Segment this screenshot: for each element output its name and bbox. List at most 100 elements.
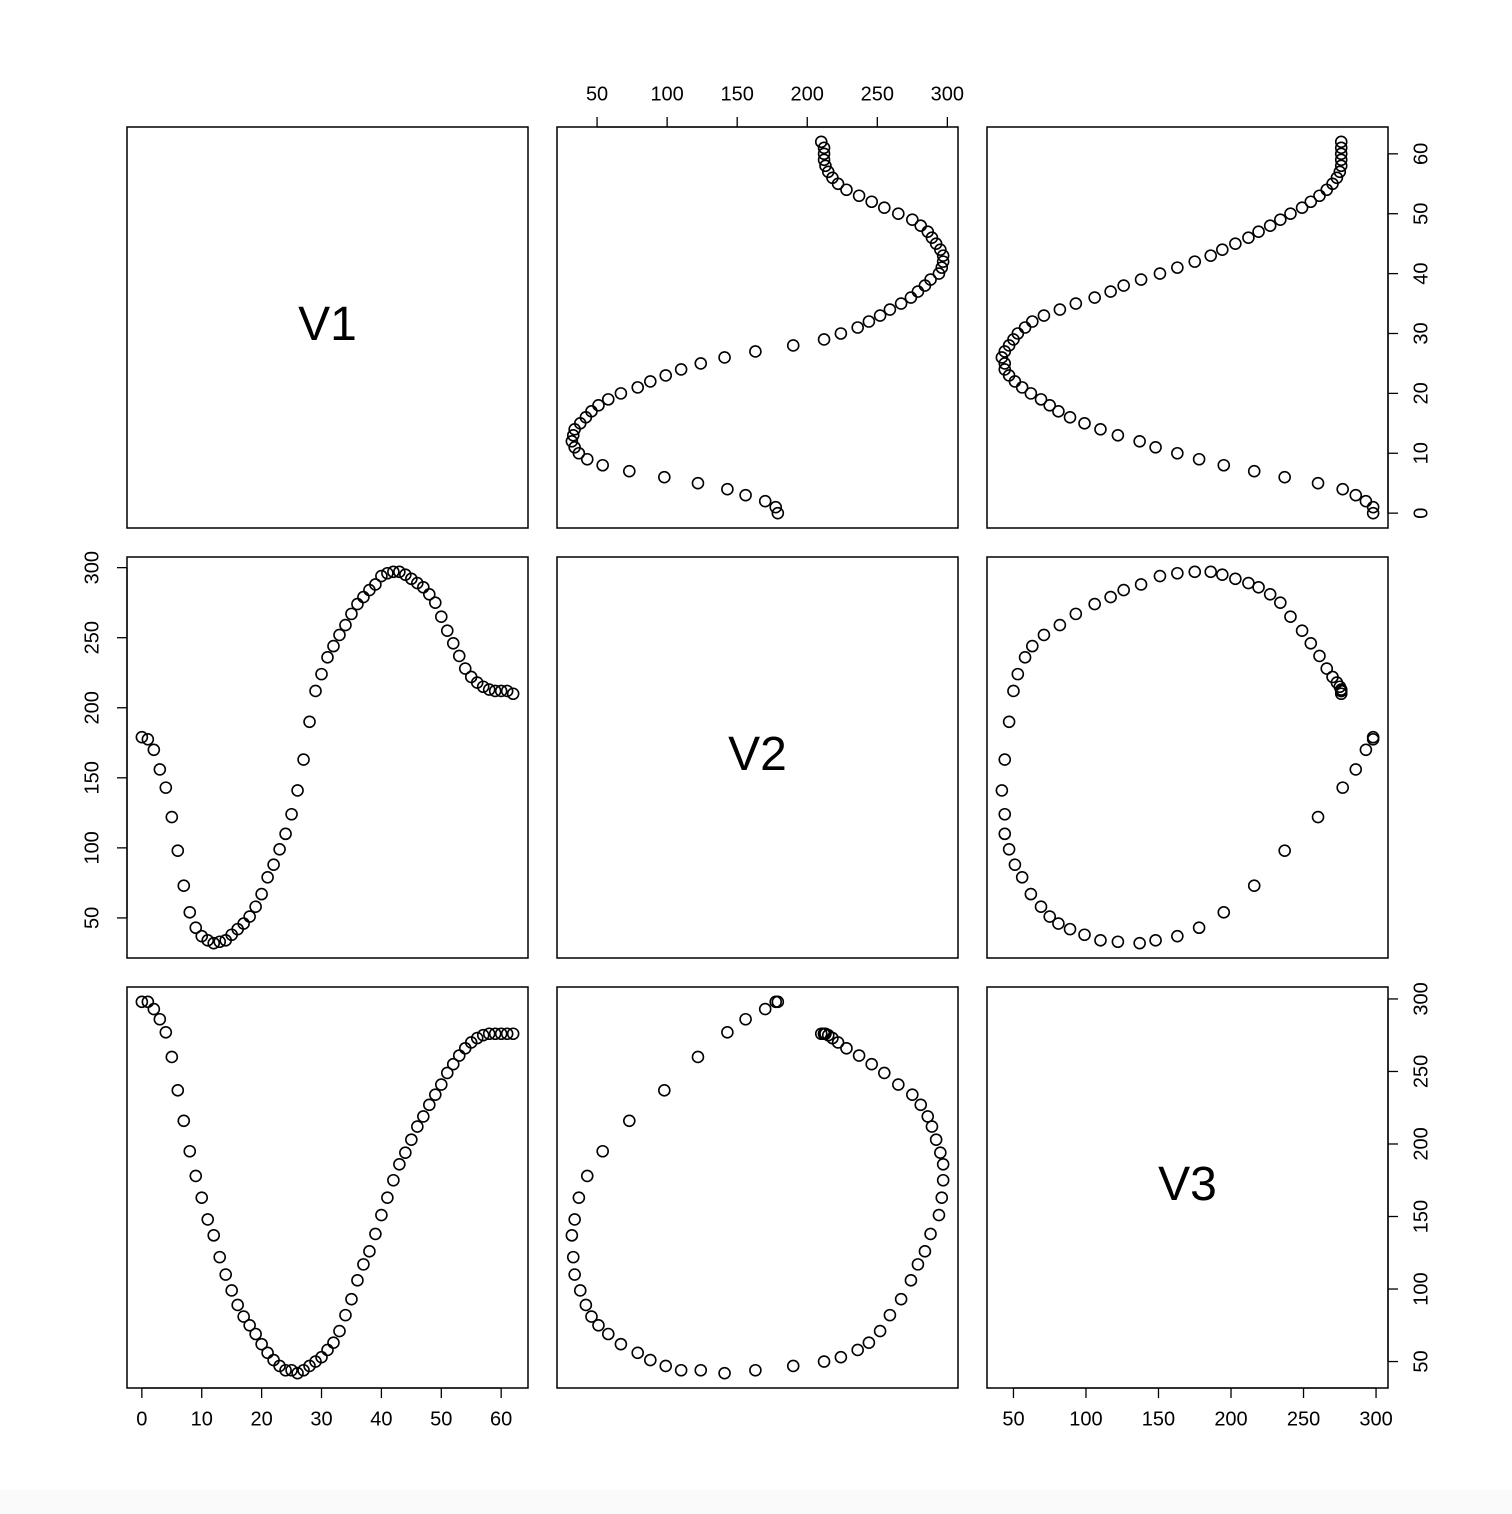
- point: [423, 1098, 436, 1112]
- point: [1349, 763, 1363, 776]
- point: [195, 1191, 209, 1204]
- point: [1026, 315, 1039, 328]
- point: [1063, 922, 1077, 936]
- point: [1284, 610, 1297, 623]
- x-tick-label: 50: [586, 83, 608, 105]
- point: [147, 1002, 161, 1016]
- point: [1043, 399, 1057, 412]
- point: [488, 1027, 502, 1041]
- point: [1078, 928, 1091, 942]
- point: [1334, 159, 1348, 173]
- point: [622, 464, 636, 478]
- point: [1247, 879, 1261, 893]
- point: [1334, 135, 1348, 149]
- point: [862, 1336, 876, 1349]
- point: [817, 153, 831, 167]
- point: [351, 597, 364, 611]
- point: [721, 482, 734, 496]
- point: [935, 1191, 949, 1204]
- point: [631, 1346, 645, 1360]
- point: [476, 1028, 490, 1042]
- point: [601, 1327, 615, 1341]
- point: [165, 1050, 179, 1064]
- point: [1204, 565, 1218, 579]
- point: [1052, 405, 1065, 418]
- point: [249, 900, 262, 914]
- x-tick-label: 10: [191, 1408, 213, 1430]
- point: [327, 639, 340, 653]
- point: [1088, 597, 1101, 611]
- point: [691, 1050, 705, 1064]
- point: [1171, 261, 1184, 274]
- point: [219, 1268, 232, 1281]
- point: [506, 1027, 520, 1041]
- point: [285, 807, 298, 821]
- point: [1052, 917, 1065, 930]
- point: [1104, 590, 1117, 604]
- point: [1171, 566, 1184, 580]
- point: [1334, 141, 1348, 155]
- point: [375, 569, 388, 583]
- point: [393, 1157, 406, 1171]
- x-tick-label: 30: [310, 1408, 332, 1430]
- point: [1153, 569, 1167, 583]
- point: [914, 1098, 928, 1112]
- point: [1333, 165, 1347, 179]
- point: [405, 1133, 418, 1146]
- y-tick-label: 250: [81, 621, 103, 654]
- point: [998, 357, 1012, 370]
- point: [1204, 249, 1218, 262]
- point: [159, 1026, 173, 1039]
- point: [1359, 494, 1373, 508]
- point: [911, 1258, 925, 1271]
- point: [500, 1027, 514, 1041]
- y-tick-label: 0: [1410, 508, 1432, 519]
- point: [393, 565, 406, 579]
- point: [1104, 285, 1117, 298]
- y-tick-label: 40: [1410, 262, 1432, 284]
- point: [1366, 506, 1380, 520]
- point: [267, 858, 280, 871]
- point: [1026, 639, 1039, 653]
- point: [1274, 596, 1287, 609]
- x-tick-label: 200: [1214, 1408, 1247, 1430]
- point: [1217, 458, 1231, 472]
- point: [998, 827, 1012, 841]
- point: [1034, 900, 1048, 914]
- point: [279, 1363, 292, 1377]
- point: [1171, 929, 1184, 943]
- point: [375, 1208, 388, 1222]
- point: [840, 183, 853, 197]
- point: [1217, 906, 1231, 919]
- y-tick-label: 20: [1410, 382, 1432, 404]
- point: [1069, 297, 1083, 310]
- x-tick-label: 100: [650, 83, 683, 105]
- point: [914, 219, 928, 232]
- point: [321, 1343, 334, 1357]
- point: [381, 566, 394, 580]
- point: [596, 1144, 609, 1158]
- point: [1334, 147, 1348, 161]
- point: [1037, 628, 1051, 642]
- point: [327, 1336, 340, 1349]
- point: [749, 1363, 762, 1377]
- point: [1330, 171, 1344, 185]
- point: [769, 995, 783, 1009]
- point: [225, 1284, 238, 1297]
- point: [935, 261, 949, 274]
- point: [906, 213, 919, 227]
- y-tick-label: 150: [1410, 1200, 1432, 1233]
- point: [1278, 844, 1291, 857]
- point: [213, 935, 227, 949]
- y-tick-label: 150: [81, 761, 103, 794]
- y-tick-label: 250: [1410, 1055, 1432, 1088]
- x-tick-label: 300: [1359, 1408, 1392, 1430]
- x-tick-label: 200: [791, 83, 824, 105]
- point: [1295, 624, 1309, 637]
- y-tick-label: 200: [81, 691, 103, 724]
- y-tick-label: 300: [1410, 982, 1432, 1015]
- point: [1311, 810, 1325, 824]
- point: [1011, 667, 1025, 681]
